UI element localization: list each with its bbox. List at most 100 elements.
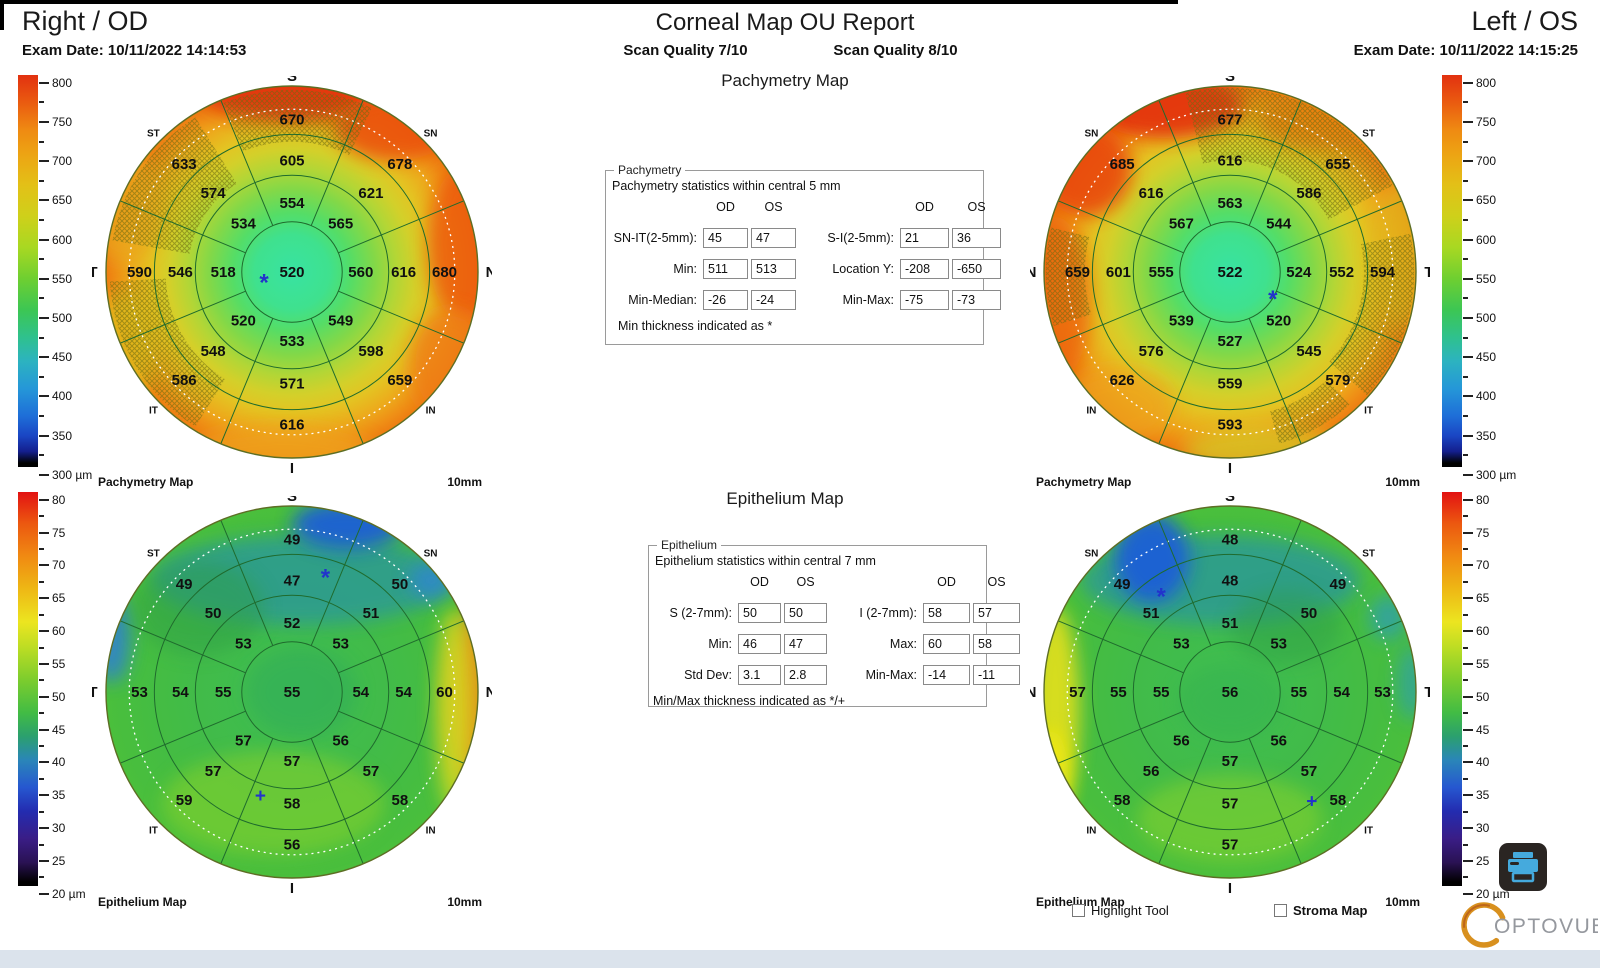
sector-value: 57 — [363, 763, 380, 780]
sector-value: 50 — [392, 576, 409, 593]
sector-value: 586 — [172, 372, 197, 389]
os_pachy-svg: 522 563 567 555 539 527 520 524 544 616 616 601 576 5… — [1026, 68, 1434, 477]
sector-value: 53 — [332, 635, 349, 652]
stat-value-os[interactable] — [784, 603, 827, 623]
sector-value: 53 — [1374, 684, 1391, 701]
os-pachymetry-map-diameter: 10mm — [1385, 475, 1420, 489]
stat-value-od[interactable] — [738, 634, 781, 654]
stat-value-od[interactable] — [703, 259, 748, 279]
sector-value: 559 — [1217, 376, 1242, 393]
stat-label: Min-Median: — [628, 293, 697, 307]
compass-label-IT: IT — [149, 826, 158, 837]
compass-label-T: T — [92, 684, 98, 701]
od-exam-date: Exam Date: 10/11/2022 14:14:53 — [22, 42, 247, 59]
epithelium-color-scale-right: 80 75 70 65 60 55 50 45 40 35 30 25 20 µm — [1442, 492, 1528, 901]
stat-label: Min-Max: — [865, 668, 917, 682]
sector-value: 520 — [231, 313, 256, 330]
stat-label: Max: — [889, 637, 917, 651]
right-eye-title: Right / OD — [22, 6, 149, 36]
compass-label-IT: IT — [149, 406, 158, 417]
stat-value-os[interactable] — [952, 290, 1001, 310]
sector-value: 57 — [205, 763, 222, 780]
stat-value-od[interactable] — [923, 665, 970, 685]
highlight-tool-checkbox[interactable] — [1072, 904, 1085, 917]
color-scale-bar — [18, 75, 38, 467]
compass-label-I: I — [290, 880, 294, 897]
sector-value: 58 — [1330, 792, 1347, 809]
stat-value-od[interactable] — [738, 665, 781, 685]
compass-label-S: S — [1225, 496, 1235, 505]
col-header-os: OS — [967, 200, 986, 214]
os-pachymetry-map-label: Pachymetry Map — [1036, 475, 1132, 489]
pachymetry-section-title: Pachymetry Map — [721, 71, 849, 90]
stat-value-od[interactable] — [738, 603, 781, 623]
sector-value: 48 — [1222, 531, 1239, 548]
sector-value: 574 — [201, 185, 227, 202]
stat-value-os[interactable] — [784, 634, 827, 654]
stat-value-od[interactable] — [703, 228, 748, 248]
sector-value: 49 — [176, 576, 193, 593]
sector-value: 554 — [279, 195, 305, 212]
sector-value: 567 — [1169, 215, 1194, 232]
os-pachymetry-map: Pachymetry Map 10mm 522 563 567 555 539 527 52… — [1026, 68, 1434, 496]
os-epithelium-map: Epithelium Map 10mm 56 51 53 55 56 57 56 55 53 48… — [1026, 488, 1434, 916]
stat-value-os[interactable] — [973, 603, 1020, 623]
sector-value: 60 — [436, 684, 453, 701]
sector-value: 616 — [1217, 152, 1242, 169]
stat-value-os[interactable] — [751, 228, 796, 248]
compass-label-IT: IT — [1364, 826, 1373, 837]
stat-value-od[interactable] — [900, 259, 949, 279]
sector-value: 56 — [1270, 733, 1287, 750]
stat-label: Min: — [673, 262, 697, 276]
stat-value-os[interactable] — [751, 259, 796, 279]
sector-value: 58 — [392, 792, 409, 809]
stat-label: S (2-7mm): — [669, 606, 733, 620]
stat-value-od[interactable] — [900, 290, 949, 310]
sector-value: 57 — [1222, 837, 1239, 854]
sector-value: 670 — [279, 111, 304, 128]
pachymetry-color-scale-right: 800 750 700 650 600 550 500 450 400 350 300 µm — [1442, 75, 1528, 482]
sector-value: 50 — [205, 605, 222, 622]
sector-value: 48 — [1222, 572, 1239, 589]
sector-value: 57 — [1222, 796, 1239, 813]
sector-value: 52 — [284, 615, 301, 632]
stroma-map-checkbox[interactable] — [1274, 904, 1287, 917]
bottom-strip — [0, 950, 1600, 968]
sector-value: 49 — [1114, 576, 1131, 593]
sector-value: 58 — [284, 796, 301, 813]
sector-value: 659 — [387, 372, 412, 389]
sector-value: 616 — [391, 264, 416, 281]
stat-value-od[interactable] — [923, 603, 970, 623]
printer-icon — [1508, 852, 1538, 883]
stat-value-os[interactable] — [973, 634, 1020, 654]
stat-value-os[interactable] — [784, 665, 827, 685]
sector-value: 565 — [328, 215, 353, 232]
epithelium-stats-subtitle: Epithelium statistics within central 7 m… — [655, 554, 876, 568]
window-left-border — [0, 0, 4, 30]
stat-value-od[interactable] — [923, 634, 970, 654]
col-header-od: OD — [937, 575, 956, 589]
sector-value: 49 — [284, 531, 301, 548]
stat-value-od[interactable] — [703, 290, 748, 310]
sector-value: 680 — [432, 264, 457, 281]
color-scale-bar — [1442, 75, 1462, 467]
stroma-map-checkbox-row[interactable]: Stroma Map — [1274, 903, 1367, 918]
logo-text: OPTOVUE — [1494, 915, 1598, 938]
stat-value-os[interactable] — [973, 665, 1020, 685]
sector-value: 56 — [1143, 763, 1160, 780]
highlight-tool-checkbox-row[interactable]: Highlight Tool — [1072, 903, 1169, 918]
stat-value-os[interactable] — [952, 228, 1001, 248]
stat-value-os[interactable] — [952, 259, 1001, 279]
od-epithelium-map-diameter: 10mm — [447, 895, 482, 909]
col-header-od: OD — [750, 575, 769, 589]
stat-value-od[interactable] — [900, 228, 949, 248]
sector-value: 534 — [231, 215, 257, 232]
print-button[interactable] — [1499, 843, 1547, 891]
sector-value: 53 — [131, 684, 148, 701]
sector-value: 56 — [1222, 684, 1239, 701]
stat-value-os[interactable] — [751, 290, 796, 310]
compass-label-T: T — [92, 264, 98, 281]
compass-label-SN: SN — [424, 548, 438, 559]
sector-value: 57 — [235, 733, 252, 750]
